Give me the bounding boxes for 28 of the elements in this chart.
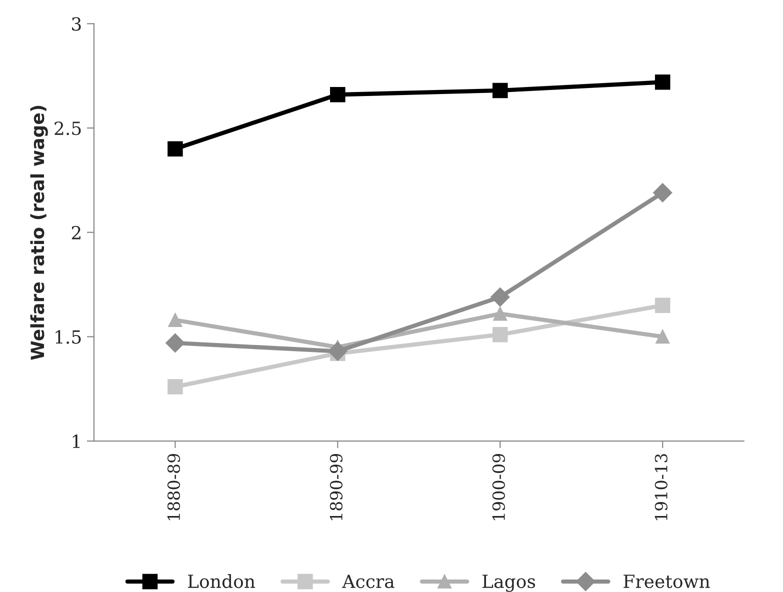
point — [492, 326, 508, 342]
point — [654, 298, 670, 314]
y-axis-title: Welfare ratio (real wage) — [30, 106, 48, 360]
y-tick-label: 1 — [72, 434, 80, 448]
y-tick-label: 2 — [72, 226, 80, 240]
point — [653, 183, 672, 202]
point — [168, 313, 182, 327]
point — [492, 82, 508, 98]
x-tick-label: 1880-89 — [167, 454, 180, 520]
x-tick-label: 1890-99 — [330, 454, 343, 520]
legend-label: Lagos — [482, 574, 536, 592]
x-tick-label: 1910-13 — [654, 454, 668, 520]
point — [493, 306, 508, 321]
legend-label: Accra — [342, 574, 394, 588]
legend-label: Freetown — [624, 574, 710, 588]
point — [166, 333, 185, 352]
point — [654, 74, 670, 90]
legend-label: London — [188, 574, 256, 588]
y-tick-label: 2.5 — [54, 121, 81, 136]
point — [168, 141, 183, 157]
point — [656, 330, 670, 344]
point — [490, 288, 510, 307]
point — [330, 86, 346, 102]
x-tick-label: 1900-09 — [492, 454, 505, 520]
y-tick-label: 3 — [72, 17, 81, 31]
point — [328, 342, 348, 361]
point — [168, 379, 183, 394]
y-tick-label: 1.5 — [56, 330, 81, 344]
